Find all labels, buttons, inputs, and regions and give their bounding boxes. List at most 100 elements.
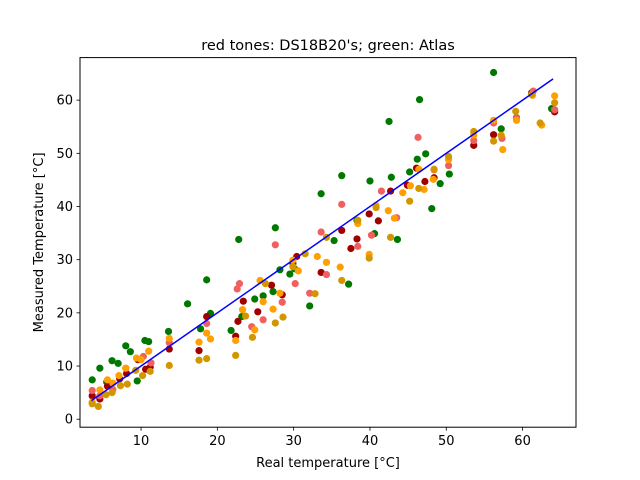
data-point (413, 155, 421, 163)
data-point (103, 376, 112, 384)
data-point (126, 348, 134, 356)
data-point (203, 329, 211, 337)
data-point (88, 386, 96, 395)
data-point (206, 335, 215, 343)
data-point (146, 367, 154, 375)
data-point (512, 116, 521, 124)
data-point (123, 380, 131, 388)
data-point (122, 364, 130, 372)
data-point (445, 170, 453, 178)
data-point (317, 190, 325, 198)
data-points (88, 68, 559, 411)
data-point (234, 317, 242, 325)
data-point (444, 152, 453, 161)
y-tick-label: 60 (56, 94, 73, 109)
y-axis: 0 10 20 30 40 50 60 (56, 94, 80, 428)
y-tick-label: 0 (65, 413, 73, 428)
y-tick-label: 40 (56, 200, 73, 215)
data-point (183, 300, 192, 308)
data-point (291, 280, 299, 288)
x-tick-label: 40 (362, 434, 379, 449)
data-point (354, 242, 362, 250)
plot-area: 10 20 30 40 50 60 0 10 20 30 40 50 60 (56, 57, 577, 449)
x-tick-label: 30 (285, 434, 302, 449)
data-point (108, 389, 116, 397)
data-point (259, 292, 267, 300)
data-point (102, 391, 110, 399)
data-point (374, 217, 382, 225)
data-point (259, 316, 267, 324)
reference-line (91, 78, 554, 402)
data-point (251, 295, 259, 303)
data-point (365, 210, 373, 218)
data-point (195, 338, 203, 346)
data-point (133, 377, 141, 385)
data-point (138, 372, 147, 380)
data-point (279, 313, 287, 321)
data-point (88, 400, 96, 408)
data-point (294, 267, 302, 275)
y-tick-label: 20 (56, 306, 73, 321)
data-point (470, 136, 478, 145)
x-axis: 10 20 30 40 50 60 (133, 427, 531, 449)
data-point (387, 173, 395, 181)
data-point (235, 280, 244, 288)
data-point (386, 233, 395, 241)
data-point (248, 333, 257, 341)
data-point (347, 244, 355, 253)
data-point (354, 216, 362, 224)
data-point (306, 289, 314, 297)
data-point (235, 235, 243, 244)
data-point (254, 308, 262, 316)
data-point (88, 392, 96, 400)
data-point (267, 281, 276, 289)
data-point (261, 280, 270, 288)
data-point (377, 187, 386, 195)
data-point (301, 250, 309, 258)
data-point (406, 182, 415, 190)
data-point (372, 203, 380, 212)
data-point (330, 236, 338, 245)
data-point (251, 326, 259, 334)
data-point (289, 262, 297, 271)
data-point (338, 172, 346, 180)
data-point (489, 137, 498, 145)
x-tick-label: 50 (438, 434, 455, 449)
data-point (108, 357, 116, 365)
data-point (497, 125, 505, 133)
data-point (115, 372, 123, 380)
y-tick-label: 30 (56, 253, 73, 268)
data-point (271, 241, 279, 249)
data-point (286, 270, 294, 278)
data-point (385, 117, 393, 126)
data-point (428, 205, 436, 213)
data-point (366, 177, 374, 185)
y-tick-label: 10 (56, 360, 73, 375)
y-axis-label: Measured Temperature [°C] (32, 152, 47, 332)
data-point (137, 356, 145, 364)
data-point (399, 189, 407, 197)
data-point (271, 224, 279, 232)
data-point (269, 305, 277, 313)
data-point (114, 359, 122, 367)
data-point (259, 298, 267, 306)
x-tick-label: 20 (209, 434, 226, 449)
data-point (322, 270, 331, 279)
data-point (489, 131, 498, 139)
data-point (415, 96, 424, 104)
data-point (393, 235, 402, 244)
data-point (497, 131, 505, 139)
data-point (313, 252, 321, 261)
data-point (551, 106, 559, 114)
data-point (367, 231, 376, 239)
x-tick-label: 10 (133, 434, 150, 449)
data-point (165, 361, 173, 370)
data-point (239, 297, 247, 305)
data-point (489, 68, 498, 77)
data-point (317, 228, 325, 236)
data-point (551, 92, 559, 100)
data-point (241, 312, 250, 320)
reference-line-group (91, 78, 554, 402)
data-point (444, 161, 453, 170)
